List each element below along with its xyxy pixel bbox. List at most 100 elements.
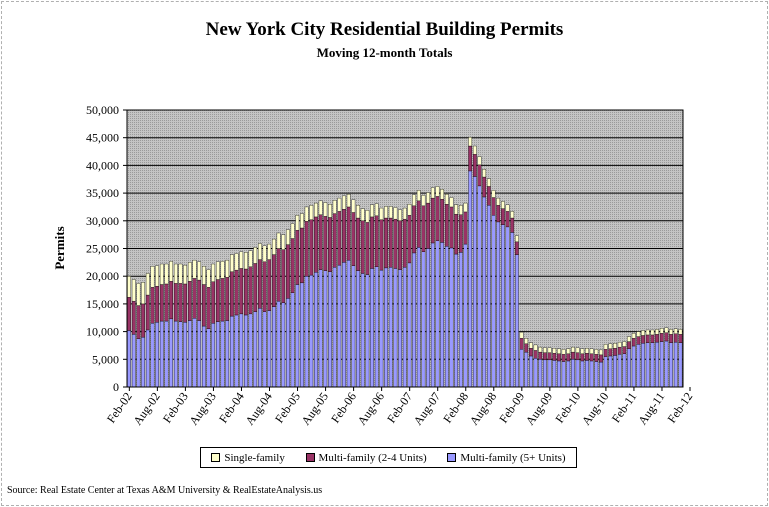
bar-segment xyxy=(458,205,463,215)
bar-segment xyxy=(650,334,655,343)
bar-segment xyxy=(356,217,360,271)
x-tick-label: Aug-08 xyxy=(467,390,500,428)
legend-label: Multi-family (2-4 Units) xyxy=(318,451,427,464)
bar-segment xyxy=(571,346,575,353)
bar-segment xyxy=(552,360,557,388)
bar-segment xyxy=(491,215,496,388)
bar-segment xyxy=(384,217,388,269)
bar-segment xyxy=(258,308,262,388)
bar-segment xyxy=(468,170,473,388)
bar-segment xyxy=(655,329,659,335)
bar-segment xyxy=(262,261,267,312)
bar-segment xyxy=(589,348,594,354)
bar-segment xyxy=(650,329,655,336)
bar-segment xyxy=(529,348,533,357)
bar-segment xyxy=(472,176,477,388)
bar-segment xyxy=(421,205,426,252)
legend-swatch-single-family xyxy=(211,453,221,462)
bar-segment xyxy=(636,336,641,345)
bar-segment xyxy=(164,263,169,285)
x-tick-label: Aug-02 xyxy=(130,390,163,428)
bar-segment xyxy=(673,328,678,334)
bar-segment xyxy=(496,205,501,223)
bar-segment xyxy=(664,340,669,388)
bar-segment xyxy=(599,361,603,388)
y-tick-label: 25,000 xyxy=(86,242,119,256)
bar-segment xyxy=(412,205,416,254)
x-tick-label: Aug-11 xyxy=(635,390,667,428)
bar-segment xyxy=(580,353,585,362)
bar-segment xyxy=(356,205,360,219)
bar-segment xyxy=(627,336,631,342)
bar-segment xyxy=(230,254,234,272)
bar-segment xyxy=(295,215,300,231)
x-tick-label: Aug-10 xyxy=(579,390,612,428)
bar-segment xyxy=(155,265,159,287)
bar-segment xyxy=(435,240,440,388)
bar-segment xyxy=(150,323,155,388)
bar-segment xyxy=(328,204,332,218)
bar-segment xyxy=(627,348,631,388)
bar-segment xyxy=(557,360,561,388)
bar-segment xyxy=(659,328,664,334)
bar-segment xyxy=(669,329,673,335)
bar-segment xyxy=(187,320,192,388)
bar-segment xyxy=(477,185,482,388)
bar-segment xyxy=(215,321,220,388)
bar-segment xyxy=(234,269,239,316)
bar-segment xyxy=(145,273,150,296)
y-tick-label: 20,000 xyxy=(86,269,119,283)
bar-segment xyxy=(393,218,398,269)
bar-segment xyxy=(346,194,351,208)
bar-segment xyxy=(519,338,524,350)
bar-segment xyxy=(164,320,169,388)
bar-segment xyxy=(416,200,421,248)
bar-segment xyxy=(332,267,337,388)
bar-segment xyxy=(192,318,197,388)
bar-segment xyxy=(253,311,258,388)
bar-segment xyxy=(244,252,248,270)
bar-segment xyxy=(384,267,388,388)
source-note: Source: Real Estate Center at Texas A&M … xyxy=(7,485,323,496)
bar-segment xyxy=(440,189,444,200)
bar-segment xyxy=(636,344,641,388)
bar-segment xyxy=(477,156,482,166)
bar-segment xyxy=(309,205,314,220)
y-tick-label: 15,000 xyxy=(86,297,119,311)
bar-segment xyxy=(678,329,683,335)
bar-segment xyxy=(136,305,141,339)
bar-segment xyxy=(309,219,314,276)
bar-segment xyxy=(328,271,332,388)
bar-segment xyxy=(206,328,211,388)
bar-segment xyxy=(169,318,173,388)
bar-segment xyxy=(234,314,239,388)
bar-segment xyxy=(262,311,267,388)
bar-segment xyxy=(613,343,617,349)
bar-segment xyxy=(449,247,454,388)
bar-segment xyxy=(169,281,173,320)
bar-segment xyxy=(645,329,650,336)
x-tick-label: Aug-06 xyxy=(355,390,388,428)
bar-segment xyxy=(515,254,519,388)
bar-segment xyxy=(444,246,449,388)
bar-segment xyxy=(141,303,145,338)
bar-segment xyxy=(262,245,267,262)
y-tick-label: 5,000 xyxy=(92,352,119,366)
bar-segment xyxy=(220,278,225,322)
bar-segment xyxy=(173,283,178,322)
bar-segment xyxy=(430,187,435,199)
bar-segment xyxy=(416,190,421,202)
bar-segment xyxy=(173,263,178,284)
bar-segment xyxy=(398,209,402,221)
bar-segment xyxy=(561,354,566,362)
legend-item-single-family: Single-family xyxy=(211,452,285,464)
bar-segment xyxy=(645,334,650,343)
x-tick-label: Aug-04 xyxy=(242,390,275,428)
bar-segment xyxy=(412,194,416,207)
bar-segment xyxy=(318,200,323,215)
bar-segment xyxy=(248,313,253,388)
bar-segment xyxy=(379,219,384,271)
bar-segment xyxy=(561,361,566,388)
bar-segment xyxy=(192,259,197,279)
bar-segment xyxy=(641,343,645,388)
